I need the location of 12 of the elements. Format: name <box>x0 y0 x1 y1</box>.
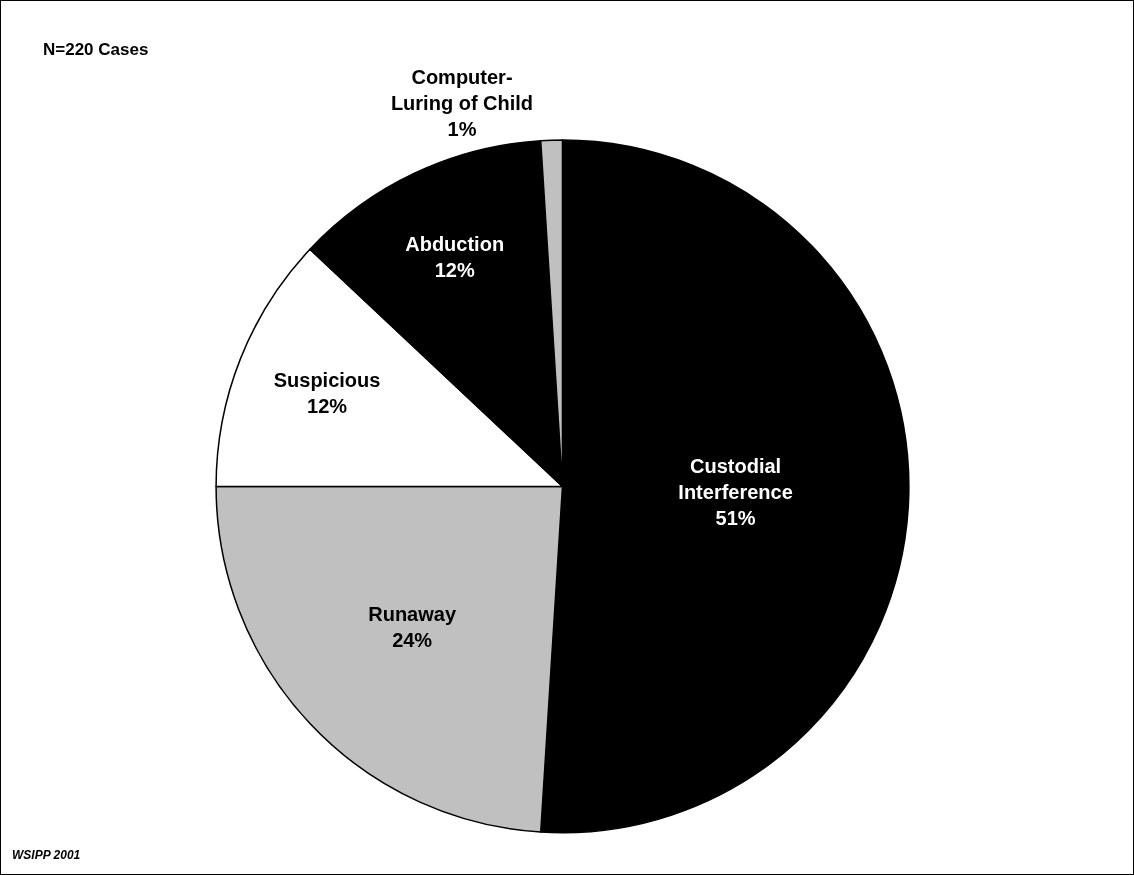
text: N=220 Cases <box>43 40 149 59</box>
slice-label: Abduction <box>405 233 505 256</box>
data-label: 51% <box>715 506 756 529</box>
slice-label: Computer-Luring of Child <box>390 66 534 115</box>
data-label: 24% <box>392 629 433 652</box>
text: WSIPP 2001 <box>12 848 81 862</box>
data-label: 12% <box>434 259 475 282</box>
data-label: 12% <box>307 395 348 418</box>
slice-label: Runaway <box>368 603 457 626</box>
data-label: 1% <box>447 118 477 141</box>
slice-label: Custodial Interference <box>678 454 793 503</box>
slice-label: Suspicious <box>273 369 381 392</box>
